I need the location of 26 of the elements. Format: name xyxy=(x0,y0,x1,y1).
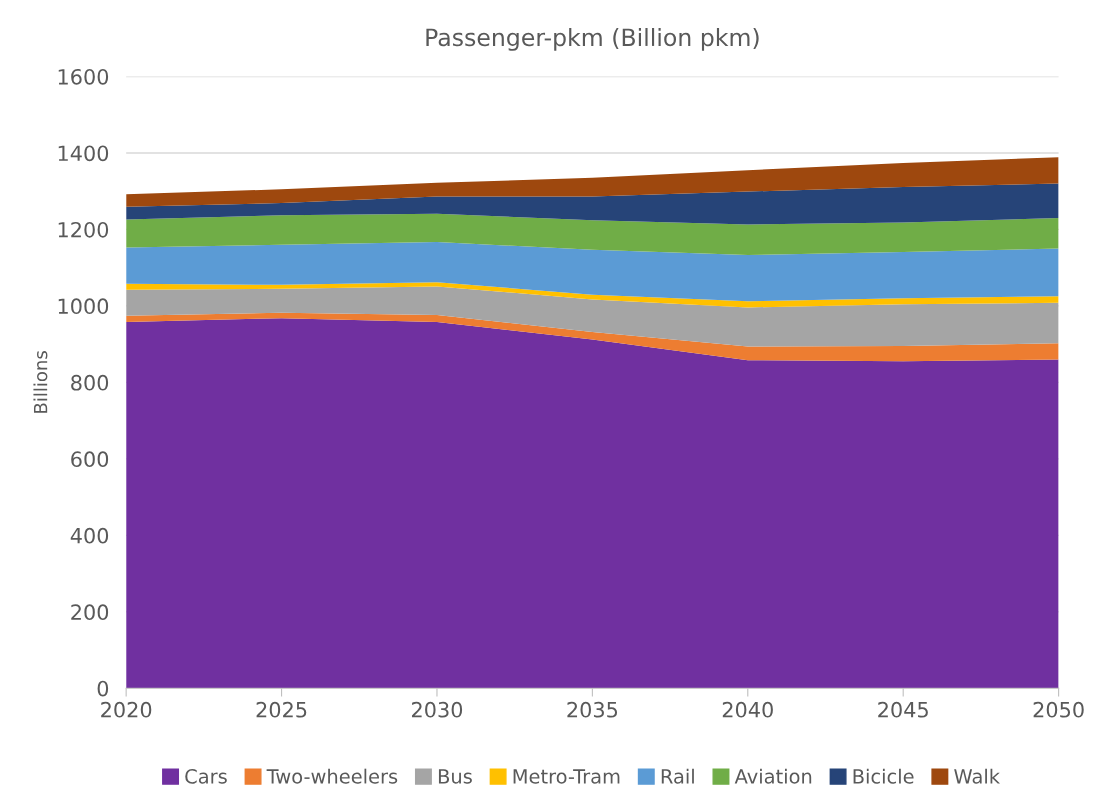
y-tick-label: 1000 xyxy=(58,298,109,315)
x-tick-label: 2050 xyxy=(1033,701,1084,718)
x-tick-label: 2025 xyxy=(256,701,307,718)
y-tick-label: 1200 xyxy=(58,221,109,238)
y-tick-label: 800 xyxy=(71,374,109,391)
legend-label: Two-wheelers xyxy=(266,768,398,784)
y-tick-label: 1600 xyxy=(58,68,109,85)
legend-label: Bus xyxy=(438,769,472,784)
legend-label: Bicicle xyxy=(853,768,914,784)
legend-label: Cars xyxy=(185,769,227,784)
x-tick-label: 2020 xyxy=(101,701,152,718)
y-tick-label: 0 xyxy=(97,680,109,697)
x-tick-label: 2040 xyxy=(722,701,773,718)
x-tick-label: 2035 xyxy=(567,701,618,718)
legend-label: Aviation xyxy=(734,768,812,784)
y-tick-label: 200 xyxy=(71,604,109,621)
x-tick-label: 2030 xyxy=(411,701,463,718)
legend-label: Walk xyxy=(954,768,1000,784)
chart-title: Passenger-pkm (Billion pkm) xyxy=(426,27,759,51)
legend-label: Rail xyxy=(661,768,694,784)
y-tick-label: 1400 xyxy=(58,145,109,162)
y-tick-label: 600 xyxy=(71,451,109,468)
x-tick-label: 2045 xyxy=(878,701,928,718)
y-axis-title: Billions xyxy=(33,351,48,413)
legend-label: Metro-Tram xyxy=(513,769,620,784)
y-tick-label: 400 xyxy=(70,527,109,544)
